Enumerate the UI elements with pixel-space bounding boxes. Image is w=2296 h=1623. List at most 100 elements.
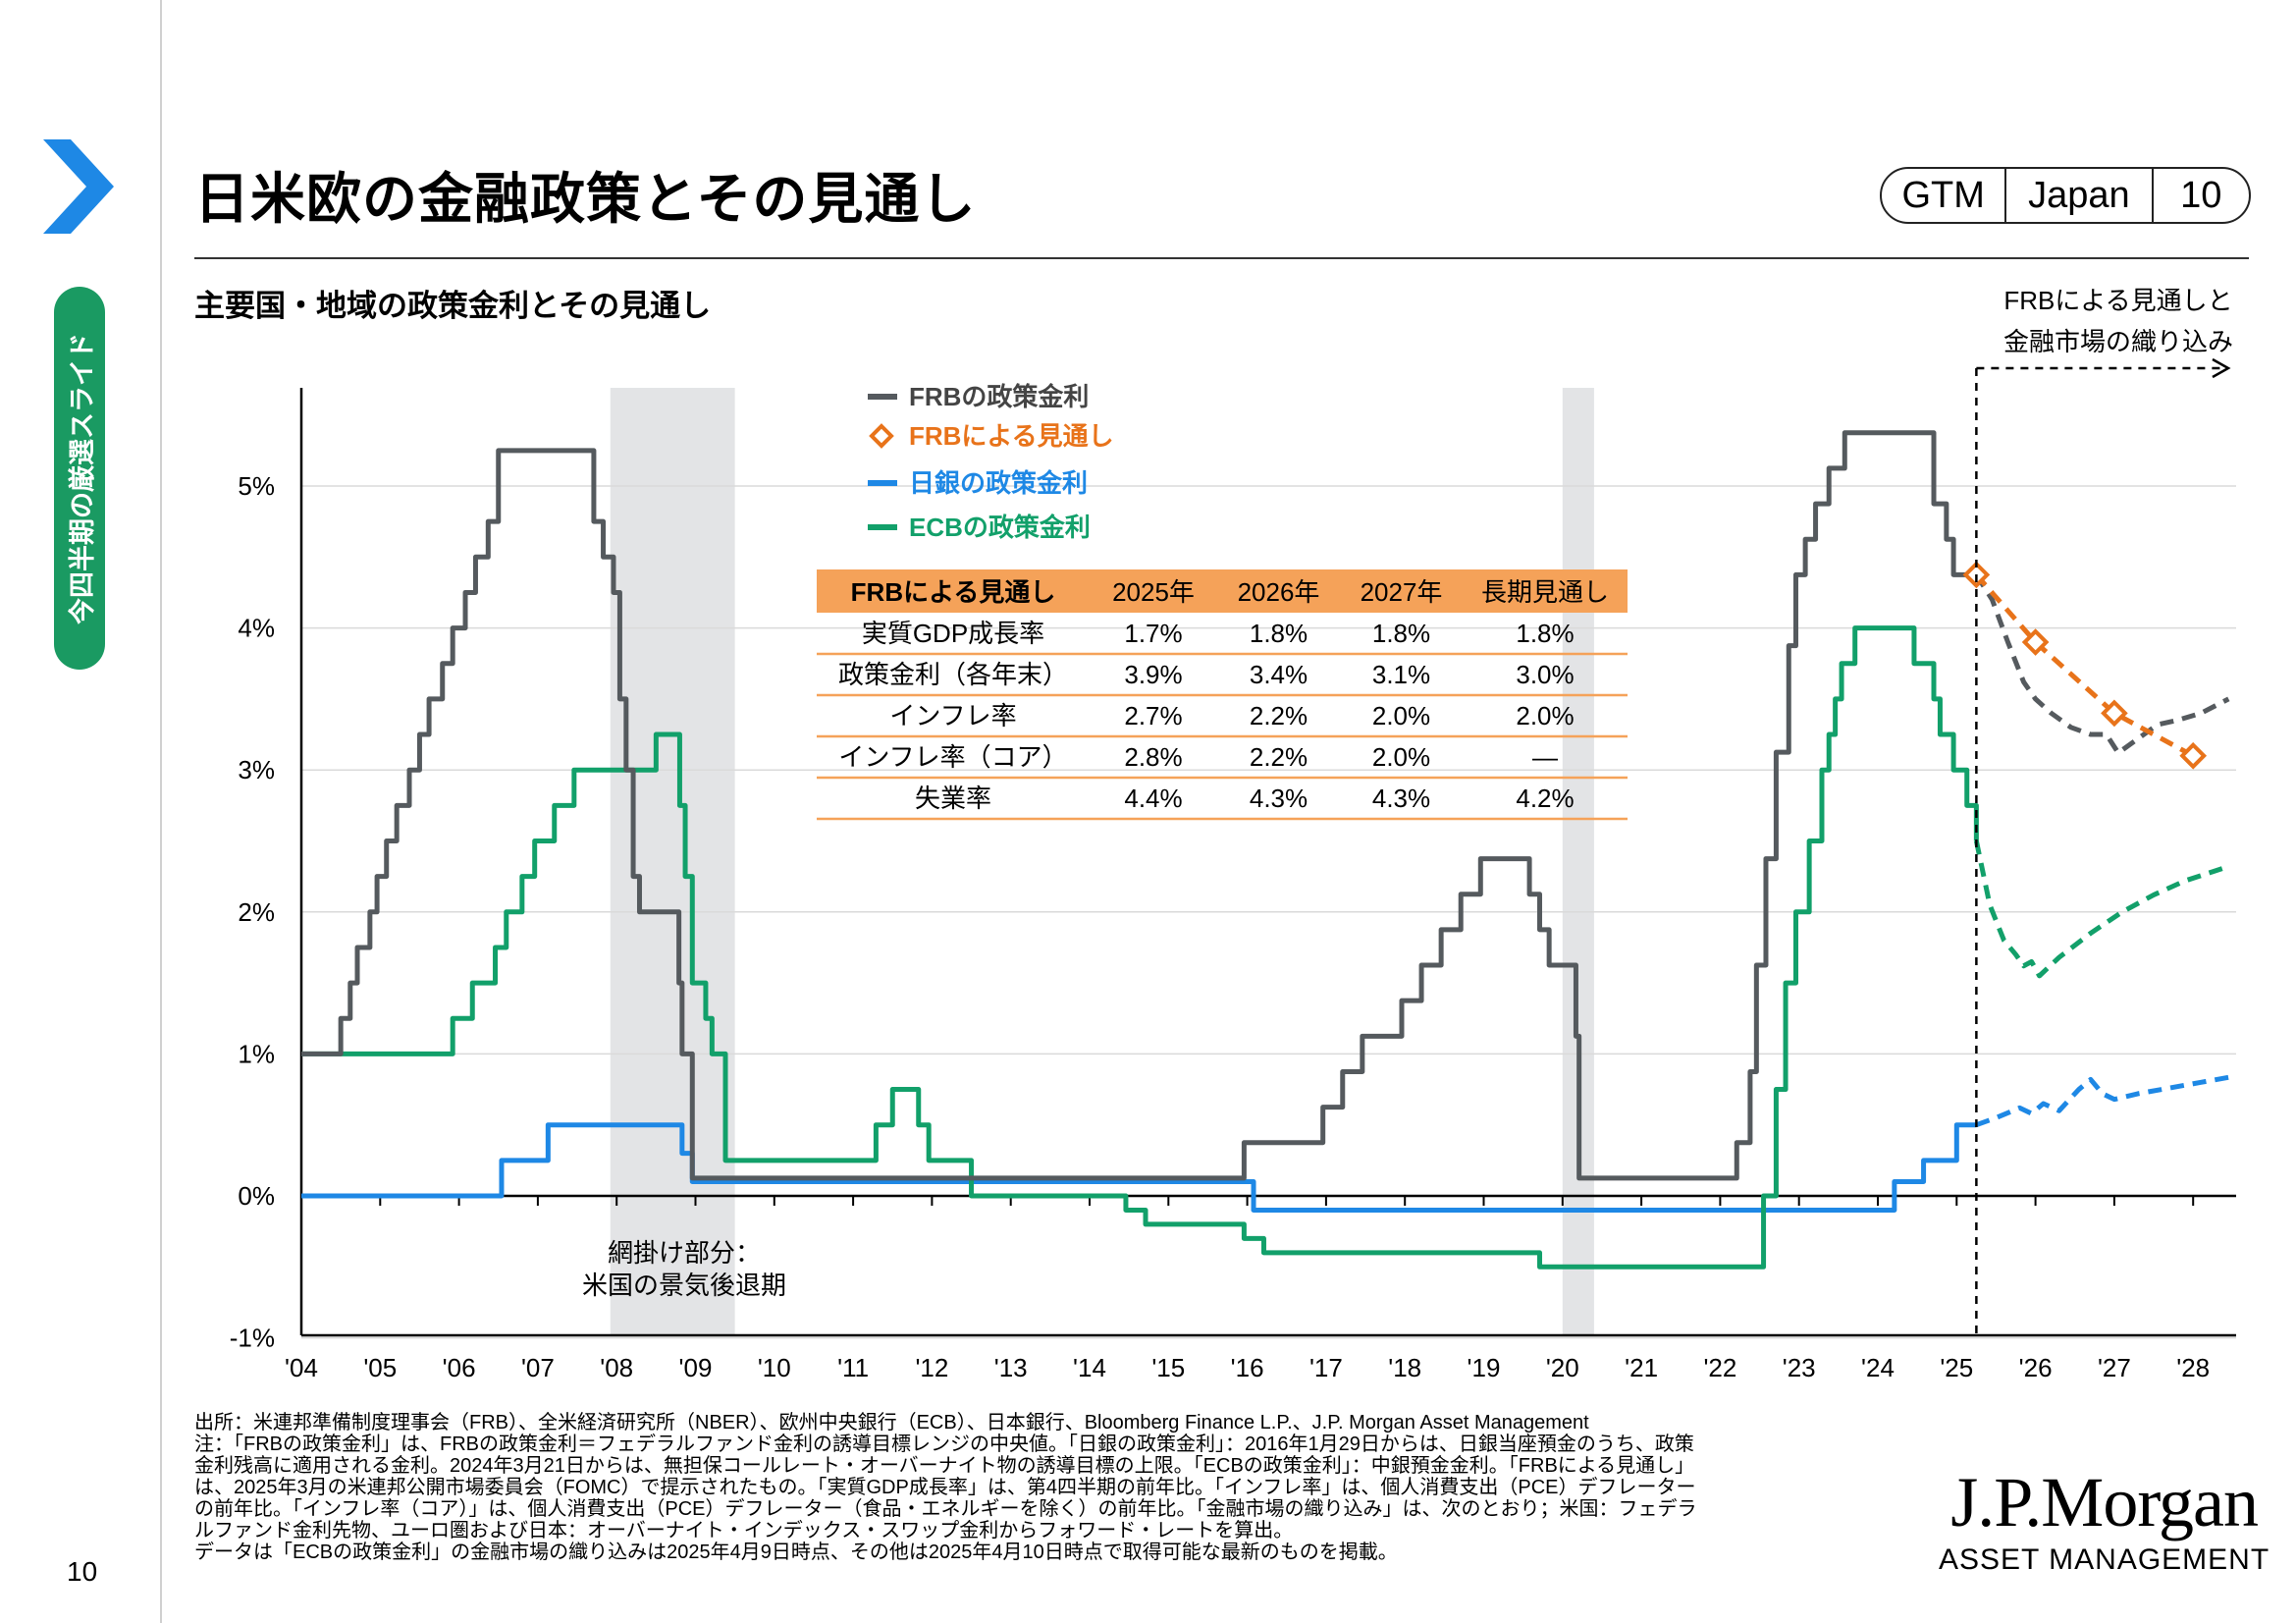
projection-marker [2179, 741, 2208, 770]
y-tick-label: 5% [238, 471, 275, 501]
footnote-line: データは「ECBの政策金利」の金融市場の織り込みは2025年4月9日時点、その他… [194, 1542, 1398, 1563]
series-line-4 [301, 1122, 1977, 1213]
projection-marker [2021, 628, 2050, 656]
x-tick-label: '20 [1546, 1353, 1579, 1382]
table-header-cell: 長期見通し [1481, 577, 1609, 607]
logo-sub: ASSET MANAGEMENT [1939, 1543, 2270, 1576]
x-tick-label: '14 [1073, 1353, 1106, 1382]
table-header-cell: 2025年 [1112, 577, 1195, 607]
table-cell: 3.0% [1516, 660, 1574, 689]
table-cell: 1.8% [1250, 619, 1308, 648]
x-tick-label: '19 [1468, 1353, 1501, 1382]
x-tick-label: '07 [521, 1353, 555, 1382]
recession-note: 網掛け部分： [608, 1238, 761, 1268]
recession-band [1562, 388, 1594, 1335]
y-tick-label: 1% [238, 1039, 275, 1068]
table-header-cell: 2026年 [1238, 577, 1320, 607]
legend-label: 日銀の政策金利 [909, 468, 1088, 498]
projection-marker [2101, 699, 2128, 728]
table-cell: 2.7% [1124, 701, 1182, 730]
x-tick-label: '06 [443, 1353, 476, 1382]
table-cell: 2.8% [1124, 742, 1182, 772]
x-tick-label: '09 [679, 1353, 713, 1382]
table-cell: 4.4% [1124, 784, 1182, 813]
badge-page: 10 [2180, 174, 2222, 216]
table-header-bg [817, 569, 1628, 613]
table-cell: 失業率 [915, 784, 991, 813]
footnote-line: 注：「FRBの政策金利」は、FRBの政策金利＝フェデラルファンド金利の誘導目標レ… [194, 1434, 1694, 1455]
legend-label: FRBの政策金利 [909, 382, 1089, 411]
table-cell: 2.2% [1250, 742, 1308, 772]
policy-rate-chart: -1% 0% 1% 2% 3% 4% 5% '04 '05 '06 '07 '08 '09 '10 '11 '… [230, 286, 2236, 1382]
x-tick-label: '27 [2098, 1353, 2131, 1382]
table-cell: 1.8% [1372, 619, 1430, 648]
table-cell: 実質GDP成長率 [862, 619, 1044, 648]
logo-main: J.P.Morgan [1950, 1463, 2259, 1542]
x-tick-label: '04 [285, 1353, 318, 1382]
x-tick-label: '15 [1151, 1353, 1185, 1382]
y-tick-label: 0% [238, 1181, 275, 1211]
x-tick-label: '21 [1625, 1353, 1658, 1382]
table-cell: 3.4% [1250, 660, 1308, 689]
x-tick-label: '22 [1703, 1353, 1736, 1382]
x-tick-label: '24 [1861, 1353, 1895, 1382]
forecast-label: 金融市場の織り込み [2003, 327, 2233, 356]
series-line-3 [1973, 839, 2230, 979]
legend-label: FRBによる見通し [909, 421, 1114, 451]
y-tick-label: -1% [230, 1324, 275, 1353]
table-header-cell: FRBによる見通し [851, 577, 1056, 607]
table-cell: 1.7% [1124, 619, 1182, 648]
footnote-line: は、2025年3月の米連邦公開市場委員会（FOMC）で提示されたもの。「実質GD… [194, 1477, 1696, 1498]
y-tick-label: 2% [238, 897, 275, 927]
sidebar-divider [160, 0, 162, 1623]
series-line-6 [1974, 572, 2195, 758]
legend-swatch [869, 423, 894, 449]
chart-subtitle: 主要国・地域の政策金利とその見通し [194, 289, 712, 323]
series-line-0 [301, 430, 1977, 1181]
y-tick-label: 4% [238, 614, 275, 643]
x-tick-label: '26 [2019, 1353, 2053, 1382]
badge-gtm: GTM [1901, 174, 1985, 216]
x-tick-label: '25 [1940, 1353, 1973, 1382]
footnotes: 出所：米連邦準備制度理事会（FRB）、全米経済研究所（NBER）、欧州中央銀行（… [194, 1412, 1902, 1563]
table-cell: 3.1% [1372, 660, 1430, 689]
jpmorgan-logo: J.P.Morgan ASSET MANAGEMENT [1939, 1463, 2269, 1577]
badge-region: Japan [2028, 174, 2130, 216]
gtm-badge: GTM Japan 10 [1880, 167, 2251, 224]
table-cell: 4.3% [1250, 784, 1308, 813]
chevron-right-icon [43, 139, 114, 234]
table-cell: 4.2% [1516, 784, 1574, 813]
table-cell: 2.0% [1372, 742, 1430, 772]
legend-label: ECBの政策金利 [909, 513, 1091, 542]
table-cell: 2.2% [1250, 701, 1308, 730]
series-line-2 [301, 625, 1979, 1270]
x-tick-label: '10 [758, 1353, 791, 1382]
title-rule [194, 257, 2249, 259]
footnote-line: ルファンド金利先物、ユーロ圏および日本：オーバーナイト・インデックス・スワップ金… [194, 1520, 1294, 1542]
section-label-pill: 今四半期の厳選スライド [54, 287, 105, 670]
series-line-1 [1974, 573, 2230, 756]
table-cell: 2.0% [1372, 701, 1430, 730]
table-cell: — [1532, 742, 1558, 772]
badge-divider [2151, 169, 2154, 222]
table-cell: 政策金利（各年末） [838, 660, 1068, 689]
x-tick-label: '05 [363, 1353, 397, 1382]
table-header-cell: 2027年 [1361, 577, 1443, 607]
table-cell: 2.0% [1516, 701, 1574, 730]
table-cell: インフレ率 [889, 701, 1016, 730]
table-cell: 4.3% [1372, 784, 1430, 813]
table-cell: 3.9% [1124, 660, 1182, 689]
recession-note: 米国の景気後退期 [582, 1271, 786, 1300]
x-tick-label: '13 [994, 1353, 1028, 1382]
x-tick-label: '18 [1388, 1353, 1421, 1382]
recession-band [610, 388, 735, 1335]
forecast-arrow-head [2212, 357, 2231, 379]
x-tick-label: '28 [2176, 1353, 2210, 1382]
footnote-line: 出所：米連邦準備制度理事会（FRB）、全米経済研究所（NBER）、欧州中央銀行（… [194, 1412, 1589, 1434]
badge-divider [2004, 169, 2007, 222]
x-tick-label: '08 [600, 1353, 633, 1382]
x-tick-label: '12 [915, 1353, 948, 1382]
page-number: 10 [67, 1556, 98, 1587]
footnote-line: の前年比。「インフレ率（コア）」は、個人消費支出（PCE）デフレーター（食品・エ… [194, 1498, 1697, 1520]
footnote-line: 金利残高に適用される金利。2024年3月21日からは、無担保コールレート・オーバ… [194, 1455, 1695, 1477]
